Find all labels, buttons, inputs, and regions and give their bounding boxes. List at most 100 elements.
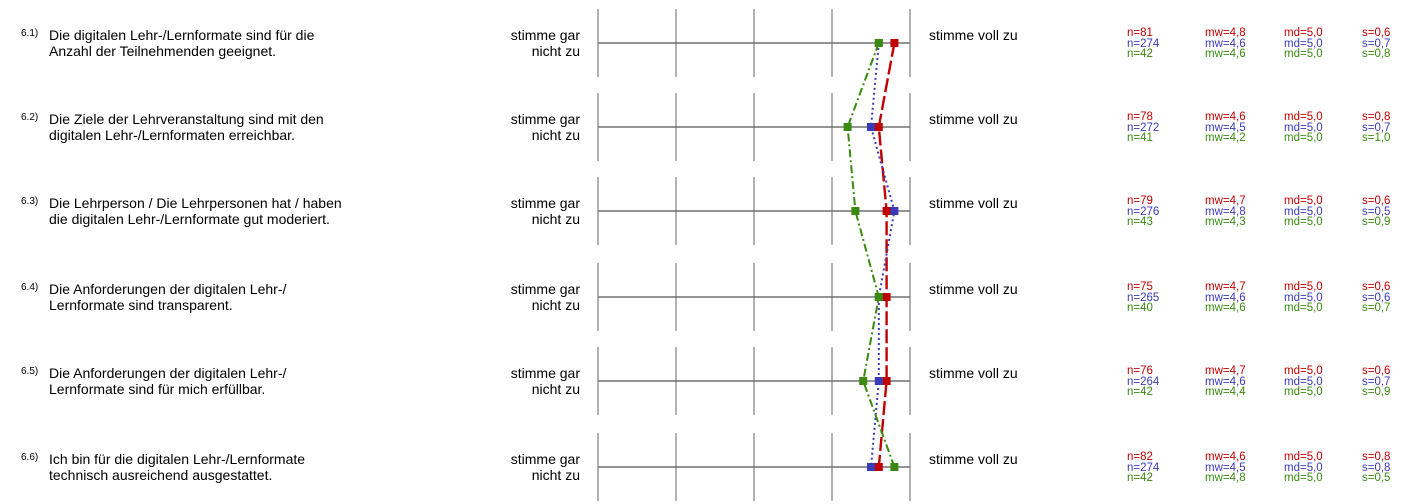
scale-low-label: stimme gar nicht zu <box>440 195 580 227</box>
scale-low-line: stimme gar <box>510 451 580 467</box>
scale-low-label: stimme gar nicht zu <box>440 365 580 397</box>
scale-low-line: nicht zu <box>531 296 580 313</box>
question-row: 6.3) Die Lehrperson / Die Lehrpersonen ha… <box>0 168 1415 248</box>
stat-mw: mw=4,6 <box>1205 48 1246 60</box>
question-number: 6.3) <box>21 196 39 207</box>
stat-mw: mw=4,5 <box>1205 121 1246 134</box>
scale-high-label: stimme voll zu <box>929 27 1018 43</box>
stat-md: md=5,0 <box>1284 461 1323 474</box>
stat-s: s=0,6 <box>1362 27 1391 39</box>
question-line: technisch ausreichend ausgestattet. <box>49 466 273 483</box>
stat-md: md=5,0 <box>1284 302 1323 314</box>
question-row: 6.1) Die digitalen Lehr-/Lernformate sind… <box>0 0 1415 80</box>
question-text: Die Lehrperson / Die Lehrpersonen hat / … <box>49 195 469 227</box>
stat-md: md=5,0 <box>1284 216 1323 228</box>
scale-low-line: nicht zu <box>531 126 580 143</box>
question-text: Ich bin für die digitalen Lehr-/Lernform… <box>49 451 469 483</box>
data-point <box>882 207 891 215</box>
stat-md: md=5,0 <box>1284 386 1323 398</box>
question-line: digitalen Lehr-/Lernformaten erreichbar. <box>49 126 295 143</box>
stat-s: s=0,8 <box>1362 111 1391 123</box>
stat-s: s=0,8 <box>1362 451 1391 463</box>
stat-n: n=42 <box>1127 48 1153 60</box>
stat-s: s=0,6 <box>1362 281 1391 293</box>
stat-s: s=0,6 <box>1362 291 1391 304</box>
stat-s: s=0,6 <box>1362 195 1391 207</box>
stat-s: s=0,6 <box>1362 365 1391 377</box>
data-point <box>874 39 883 47</box>
question-number: 6.4) <box>21 282 39 293</box>
stat-s: s=0,8 <box>1362 461 1391 474</box>
series-line <box>846 42 896 468</box>
scale-high-label: stimme voll zu <box>929 451 1018 467</box>
stat-mw: mw=4,2 <box>1205 132 1246 144</box>
stat-mw: mw=4,6 <box>1205 111 1246 123</box>
stat-md: md=5,0 <box>1284 205 1323 218</box>
question-row: 6.5) Die Anforderungen der digitalen Lehr… <box>0 338 1415 418</box>
stat-s: s=0,9 <box>1362 386 1391 398</box>
question-line: die digitalen Lehr-/Lernformate gut mode… <box>49 210 330 227</box>
scale-low-line: stimme gar <box>510 195 580 211</box>
stat-mw: mw=4,6 <box>1205 291 1246 304</box>
stat-n: n=42 <box>1127 472 1153 484</box>
question-number: 6.5) <box>21 366 39 377</box>
scale-low-label: stimme gar nicht zu <box>440 281 580 313</box>
stat-mw: mw=4,6 <box>1205 302 1246 314</box>
stat-n: n=79 <box>1127 195 1153 207</box>
question-line: Die Lehrperson / Die Lehrpersonen hat / … <box>49 195 342 211</box>
series-line <box>877 42 896 468</box>
stat-n: n=274 <box>1127 37 1160 50</box>
data-point <box>874 377 883 385</box>
stat-n: n=274 <box>1127 461 1160 474</box>
scale-low-line: stimme gar <box>510 27 580 43</box>
data-point <box>851 207 860 215</box>
scale-low-line: nicht zu <box>531 42 580 59</box>
stat-n: n=76 <box>1127 365 1153 377</box>
stat-mw: mw=4,8 <box>1205 472 1246 484</box>
question-line: Die Anforderungen der digitalen Lehr-/ <box>49 281 287 297</box>
stat-n: n=81 <box>1127 27 1153 39</box>
stat-mw: mw=4,8 <box>1205 205 1246 218</box>
stat-md: md=5,0 <box>1284 451 1323 463</box>
data-point <box>882 293 891 301</box>
stat-s: s=0,5 <box>1362 205 1391 218</box>
stat-s: s=0,5 <box>1362 472 1391 484</box>
data-point <box>890 207 899 215</box>
question-number: 6.2) <box>21 112 39 123</box>
stat-n: n=264 <box>1127 375 1160 388</box>
data-point <box>874 123 883 131</box>
stat-n: n=41 <box>1127 132 1153 144</box>
stat-mw: mw=4,7 <box>1205 365 1246 377</box>
stat-mw: mw=4,7 <box>1205 195 1246 207</box>
data-point <box>867 123 875 131</box>
stat-n: n=42 <box>1127 386 1153 398</box>
question-line: Lernformate sind für mich erfüllbar. <box>49 380 266 397</box>
data-point <box>874 463 883 471</box>
question-line: Anzahl der Teilnehmenden geeignet. <box>49 42 277 59</box>
question-text: Die Ziele der Lehrveranstaltung sind mit… <box>49 111 469 143</box>
stat-md: md=5,0 <box>1284 375 1323 388</box>
scale-low-line: stimme gar <box>510 281 580 297</box>
series-line <box>869 42 896 468</box>
stat-md: md=5,0 <box>1284 37 1323 50</box>
stat-mw: mw=4,5 <box>1205 461 1246 474</box>
scale-low-label: stimme gar nicht zu <box>440 451 580 483</box>
data-point <box>882 377 891 385</box>
question-line: Die Ziele der Lehrveranstaltung sind mit… <box>49 111 324 127</box>
question-line: Die digitalen Lehr-/Lernformate sind für… <box>49 27 315 43</box>
stat-s: s=1,0 <box>1362 132 1391 144</box>
scale-high-label: stimme voll zu <box>929 281 1018 297</box>
stat-n: n=272 <box>1127 121 1160 134</box>
data-point <box>843 123 852 131</box>
scale-high-label: stimme voll zu <box>929 365 1018 381</box>
scale-low-label: stimme gar nicht zu <box>440 111 580 143</box>
stat-mw: mw=4,6 <box>1205 37 1246 50</box>
stat-s: s=0,7 <box>1362 121 1391 134</box>
stat-md: md=5,0 <box>1284 27 1323 39</box>
question-line: Lernformate sind transparent. <box>49 296 233 313</box>
stat-md: md=5,0 <box>1284 291 1323 304</box>
stat-s: s=0,9 <box>1362 216 1391 228</box>
question-text: Die Anforderungen der digitalen Lehr-/Le… <box>49 365 469 397</box>
scale-low-line: stimme gar <box>510 365 580 381</box>
